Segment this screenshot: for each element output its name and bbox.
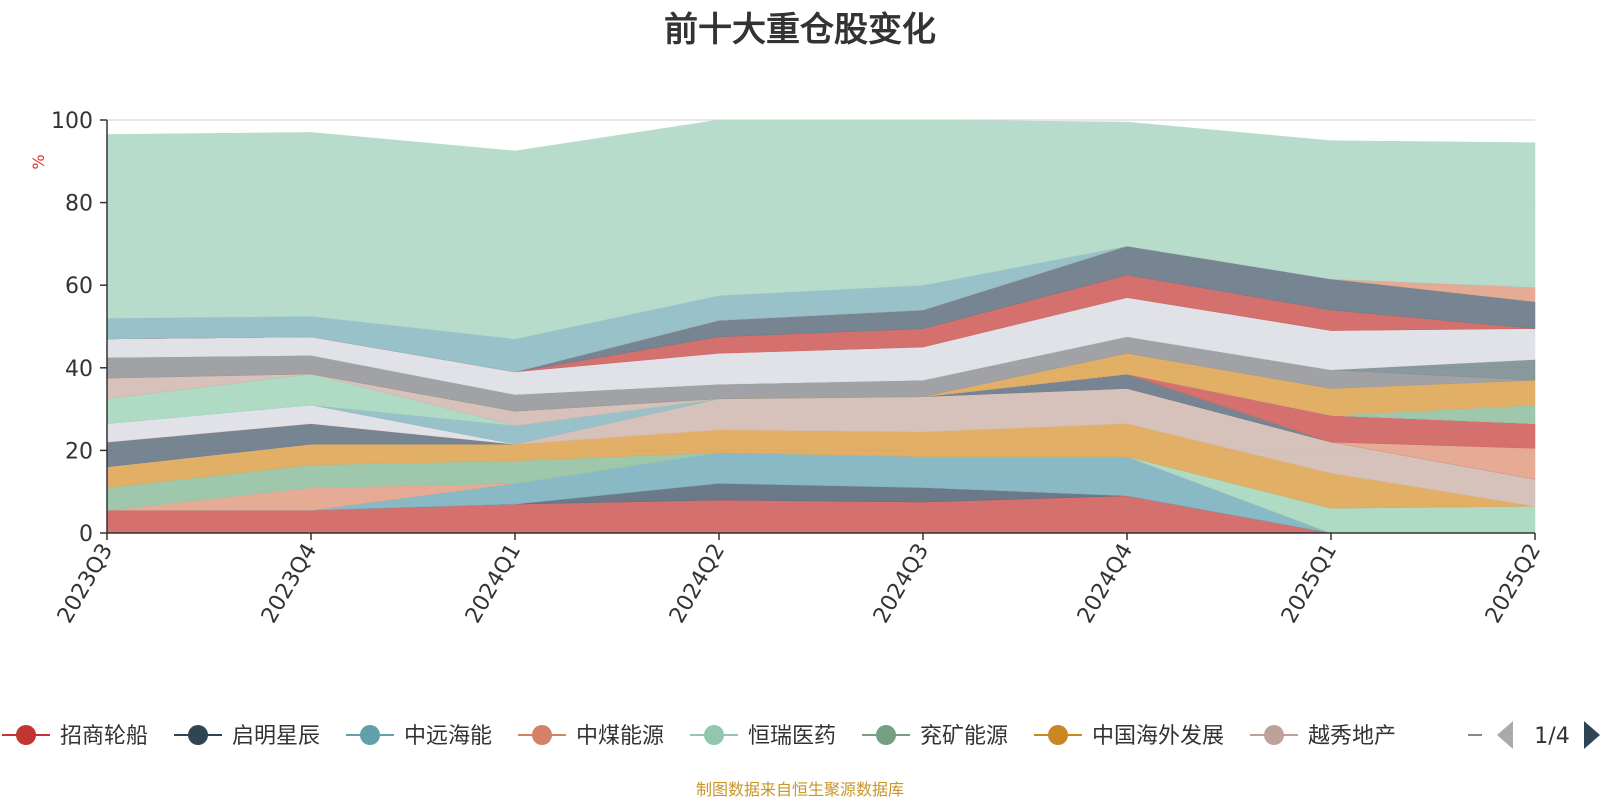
legend-label: 恒瑞医药 (748, 724, 836, 749)
legend-label: 中国海外发展 (1092, 724, 1224, 749)
x-tick-label: 2024Q2 (665, 540, 730, 628)
legend-marker (1048, 725, 1068, 745)
legend-next-page-icon[interactable] (1584, 721, 1600, 749)
legend-marker (188, 725, 208, 745)
area-series-24 (106, 119, 1536, 340)
legend-item[interactable]: 启明星辰 (174, 724, 320, 749)
x-tick-label: 2023Q4 (257, 540, 322, 628)
y-tick-label: 80 (65, 192, 93, 217)
y-tick-label: 0 (79, 522, 93, 547)
legend-item[interactable]: 恒瑞医药 (690, 724, 836, 749)
legend-marker (1264, 725, 1284, 745)
x-tick-label: 2025Q1 (1277, 540, 1342, 628)
legend-label: 越秀地产 (1308, 724, 1396, 749)
chart-title: 前十大重仓股变化 (664, 10, 936, 50)
legend-label: 招商轮船 (60, 724, 148, 749)
data-source-note: 制图数据来自恒生聚源数据库 (695, 780, 904, 799)
legend-label: 启明星辰 (232, 724, 320, 749)
y-tick-label: 20 (65, 439, 93, 464)
legend-item[interactable]: 兖矿能源 (862, 724, 1008, 749)
legend-marker (16, 725, 36, 745)
y-tick-label: 100 (51, 109, 93, 134)
legend-marker (532, 725, 552, 745)
legend-page-indicator: 1/4 (1534, 724, 1569, 749)
legend-item[interactable]: 中国海外发展 (1034, 724, 1224, 749)
x-tick-label: 2024Q3 (869, 540, 934, 628)
legend-item[interactable]: 中远海能 (346, 724, 492, 749)
x-tick-label: 2024Q1 (461, 540, 526, 628)
legend-marker (704, 725, 724, 745)
legend-marker (360, 725, 380, 745)
legend-prev-page-icon[interactable] (1497, 721, 1513, 749)
x-tick-label: 2025Q2 (1481, 540, 1546, 628)
legend-label: 中煤能源 (576, 724, 664, 749)
legend-item[interactable]: 越秀地产 (1250, 724, 1396, 749)
x-tick-label: 2023Q3 (53, 540, 118, 628)
legend-label: 兖矿能源 (920, 724, 1008, 749)
x-tick-label: 2024Q4 (1073, 540, 1138, 628)
y-tick-label: 40 (65, 357, 93, 382)
y-tick-label: 60 (65, 274, 93, 299)
area-layer (106, 119, 1536, 534)
legend-item[interactable]: 招商轮船 (2, 724, 148, 749)
legend-marker (876, 725, 896, 745)
y-axis-unit-label: % (29, 154, 48, 169)
legend: 招商轮船 启明星辰 中远海能 中煤能源 恒瑞医药 兖矿能源 中国海外发展 越秀地产 1/4 (2, 721, 1600, 749)
legend-item[interactable]: 中煤能源 (518, 724, 664, 749)
legend-label: 中远海能 (404, 724, 492, 749)
